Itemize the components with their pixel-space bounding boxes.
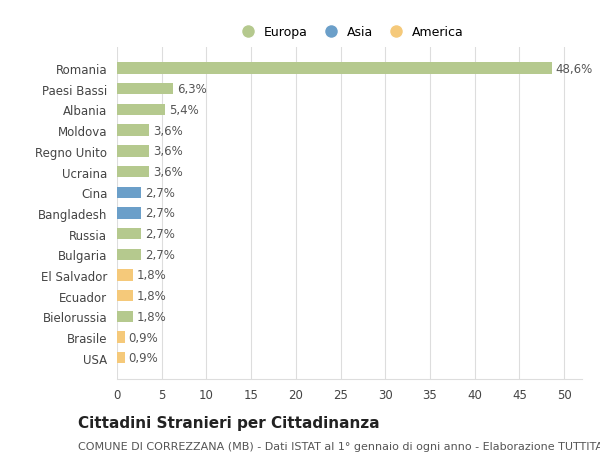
Bar bbox=[117, 249, 141, 260]
Text: 5,4%: 5,4% bbox=[169, 104, 199, 117]
Bar bbox=[117, 270, 133, 281]
Text: 2,7%: 2,7% bbox=[145, 228, 175, 241]
Bar bbox=[117, 311, 133, 322]
Bar bbox=[117, 84, 173, 95]
Bar bbox=[117, 332, 125, 343]
Bar bbox=[117, 353, 125, 364]
Bar bbox=[117, 146, 149, 157]
Text: 3,6%: 3,6% bbox=[153, 124, 182, 137]
Bar bbox=[117, 105, 165, 116]
Legend: Europa, Asia, America: Europa, Asia, America bbox=[230, 22, 469, 45]
Bar bbox=[117, 167, 149, 178]
Text: 2,7%: 2,7% bbox=[145, 248, 175, 261]
Text: 0,9%: 0,9% bbox=[128, 352, 158, 364]
Bar bbox=[117, 229, 141, 240]
Text: 2,7%: 2,7% bbox=[145, 207, 175, 220]
Text: COMUNE DI CORREZZANA (MB) - Dati ISTAT al 1° gennaio di ogni anno - Elaborazione: COMUNE DI CORREZZANA (MB) - Dati ISTAT a… bbox=[78, 441, 600, 451]
Text: 6,3%: 6,3% bbox=[177, 83, 206, 96]
Text: Cittadini Stranieri per Cittadinanza: Cittadini Stranieri per Cittadinanza bbox=[78, 415, 380, 431]
Bar bbox=[117, 291, 133, 302]
Bar bbox=[117, 208, 141, 219]
Text: 1,8%: 1,8% bbox=[137, 310, 166, 323]
Text: 1,8%: 1,8% bbox=[137, 290, 166, 302]
Text: 3,6%: 3,6% bbox=[153, 166, 182, 179]
Text: 3,6%: 3,6% bbox=[153, 145, 182, 158]
Text: 1,8%: 1,8% bbox=[137, 269, 166, 282]
Text: 2,7%: 2,7% bbox=[145, 186, 175, 199]
Bar bbox=[117, 125, 149, 136]
Text: 48,6%: 48,6% bbox=[555, 62, 592, 75]
Text: 0,9%: 0,9% bbox=[128, 331, 158, 344]
Bar bbox=[117, 187, 141, 198]
Bar bbox=[117, 63, 551, 74]
